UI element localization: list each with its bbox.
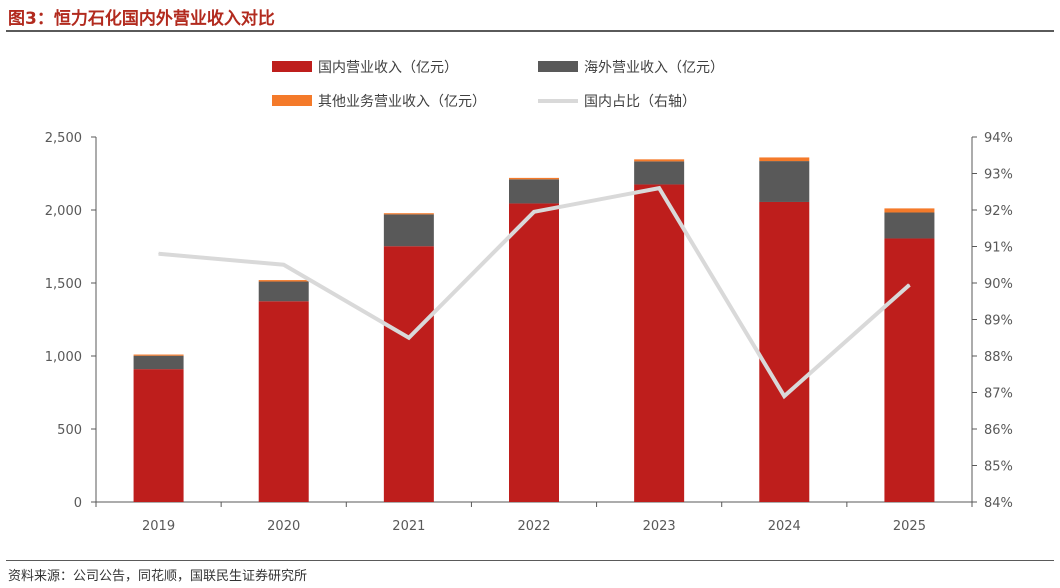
bar-other-2021 <box>383 213 434 215</box>
title-rule <box>6 30 1054 32</box>
y-right-tick-label: 92% <box>984 204 1013 219</box>
bar-other-2020 <box>258 280 309 282</box>
bar-other-2025 <box>884 208 935 213</box>
bar-other-2024 <box>759 157 810 162</box>
point-domestic-share-2021 <box>408 337 410 339</box>
bar-other-2022 <box>509 177 559 180</box>
y-right-tick-label: 89% <box>984 314 1013 329</box>
x-tick-label: 2021 <box>392 519 425 534</box>
figure-title: 图3：恒力石化国内外营业收入对比 <box>8 9 275 29</box>
x-tick-label: 2025 <box>893 519 926 534</box>
line-series <box>158 185 911 400</box>
chart-axes: 0 500 1,000 1,500 2,000 2,500 84% 85% 86% 87% 88% 8… <box>45 131 1013 511</box>
legend-label: 海外营业收入（亿元） <box>584 60 724 76</box>
legend-label: 国内营业收入（亿元） <box>318 60 458 76</box>
x-tick-label: 2019 <box>142 519 175 534</box>
x-tick-labels: 2019 2020 2021 2022 2023 2024 2025 <box>142 519 926 534</box>
bar-other-2023 <box>634 159 685 162</box>
x-tick-label: 2022 <box>517 519 550 534</box>
x-tick-label: 2020 <box>267 519 300 534</box>
y-right-tick-label: 86% <box>984 423 1013 438</box>
bar-other-2019 <box>133 354 184 356</box>
y-left-tick-label: 2,500 <box>45 131 82 146</box>
point-domestic-share-2022 <box>533 211 535 213</box>
y-right-tick-label: 84% <box>984 496 1013 511</box>
y-left-tick-label: 1,000 <box>45 350 82 365</box>
point-domestic-share-2019 <box>158 253 160 255</box>
bar-overseas-2023 <box>634 161 685 185</box>
bar-domestic-2021 <box>383 246 434 502</box>
bar-domestic-2024 <box>759 201 810 502</box>
y-right-tick-label: 93% <box>984 168 1013 183</box>
bar-overseas-2025 <box>884 212 935 239</box>
legend-label: 其他业务营业收入（亿元） <box>318 94 486 110</box>
legend-swatch-domestic <box>272 61 312 72</box>
source-note: 资料来源：公司公告，同花顺，国联民生证券研究所 <box>8 569 308 584</box>
point-domestic-share-2024 <box>783 395 785 397</box>
bar-overseas-2022 <box>509 179 559 204</box>
point-domestic-share-2025 <box>908 284 910 286</box>
y-left-tick-label: 1,500 <box>45 277 82 292</box>
legend-swatch-overseas <box>538 61 578 72</box>
legend-label: 国内占比（右轴） <box>584 94 696 110</box>
bar-domestic-2019 <box>133 369 184 502</box>
y-left-tick-label: 500 <box>57 423 82 438</box>
chart-legend: 国内营业收入（亿元） 海外营业收入（亿元） 其他业务营业收入（亿元） 国内占比（右轴） <box>272 60 724 110</box>
y-left-tick-label: 2,000 <box>45 204 82 219</box>
point-domestic-share-2020 <box>283 264 285 266</box>
revenue-chart: 国内营业收入（亿元） 海外营业收入（亿元） 其他业务营业收入（亿元） 国内占比（右轴）… <box>45 60 1013 534</box>
y-right-tick-label: 85% <box>984 460 1013 475</box>
y-left-tick-label: 0 <box>74 496 82 511</box>
bar-domestic-2022 <box>509 203 559 502</box>
y-right-tick-label: 90% <box>984 277 1013 292</box>
bar-domestic-2025 <box>884 238 935 502</box>
bar-series <box>133 157 935 502</box>
y-right-tick-label: 88% <box>984 350 1013 365</box>
x-tick-label: 2024 <box>768 519 801 534</box>
point-domestic-share-2023 <box>658 187 660 189</box>
x-tick-label: 2023 <box>643 519 676 534</box>
bar-overseas-2021 <box>383 214 434 247</box>
bar-overseas-2024 <box>759 161 810 202</box>
bar-domestic-2023 <box>634 184 685 502</box>
y-right-tick-label: 87% <box>984 387 1013 402</box>
y-right-tick-label: 91% <box>984 241 1013 256</box>
legend-swatch-other <box>272 95 312 106</box>
bar-domestic-2020 <box>258 301 309 502</box>
bar-overseas-2019 <box>133 355 184 370</box>
bar-overseas-2020 <box>258 281 309 302</box>
footer-rule <box>6 560 1054 561</box>
y-right-tick-label: 94% <box>984 131 1013 146</box>
